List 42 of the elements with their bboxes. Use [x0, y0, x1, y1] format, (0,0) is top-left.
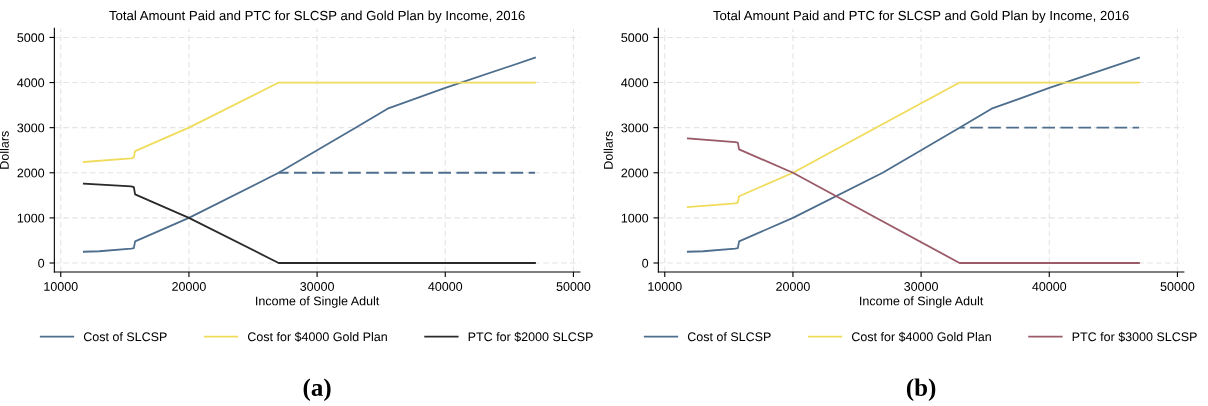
x-tick-label: 50000 — [556, 282, 591, 291]
line-series — [686, 81, 1140, 208]
y-tick-label: 1000 — [621, 213, 649, 223]
y-axis-title: Dollars — [603, 131, 613, 169]
text: (b) — [906, 378, 936, 402]
legend-label: PTC for $3000 SLCSP — [1072, 331, 1197, 342]
chart-title: Total Amount Paid and PTC for SLCSP and Gold Plan by Income, 2016 — [713, 10, 1129, 23]
x-tick-label: 20000 — [776, 282, 810, 291]
y-tick-label: 2000 — [17, 168, 45, 178]
x-axis-title: Income of Single Adult — [256, 296, 380, 308]
x-tick-label: 10000 — [648, 282, 682, 291]
legend-label: Cost of SLCSP — [83, 332, 167, 342]
legend-label: Cost of SLCSP — [687, 332, 771, 342]
text: (a) — [303, 378, 331, 402]
line-series — [82, 56, 536, 253]
x-tick-label: 40000 — [1032, 282, 1067, 291]
x-axis-title: Income of Single Adult — [860, 296, 984, 308]
y-tick-label: 3000 — [621, 123, 649, 133]
line-series — [686, 56, 1140, 253]
y-tick-label: 3000 — [17, 123, 45, 133]
x-tick-label: 20000 — [172, 282, 206, 291]
x-tick-label: 50000 — [1160, 282, 1195, 291]
x-tick-label: 30000 — [300, 282, 334, 291]
y-tick-label: 4000 — [621, 78, 649, 88]
chart-title: Total Amount Paid and PTC for SLCSP and Gold Plan by Income, 2016 — [109, 10, 525, 23]
y-tick-label: 5000 — [621, 33, 649, 43]
legend-label: Cost for $4000 Gold Plan — [851, 331, 991, 342]
y-tick-label: 4000 — [17, 78, 45, 88]
y-tick-label: 0 — [38, 258, 45, 268]
y-axis-title: Dollars — [0, 131, 9, 169]
y-tick-label: 0 — [642, 258, 649, 268]
y-tick-label: 1000 — [17, 213, 45, 223]
x-tick-label: 10000 — [44, 282, 78, 291]
legend-label: Cost for $4000 Gold Plan — [247, 331, 387, 342]
y-tick-label: 2000 — [621, 168, 649, 178]
line-series — [82, 81, 536, 163]
x-tick-label: 30000 — [904, 282, 938, 291]
x-tick-label: 40000 — [428, 282, 463, 291]
line-series — [686, 137, 1140, 264]
line-series — [82, 182, 536, 264]
y-tick-label: 5000 — [17, 33, 45, 43]
legend-label: PTC for $2000 SLCSP — [468, 331, 593, 342]
